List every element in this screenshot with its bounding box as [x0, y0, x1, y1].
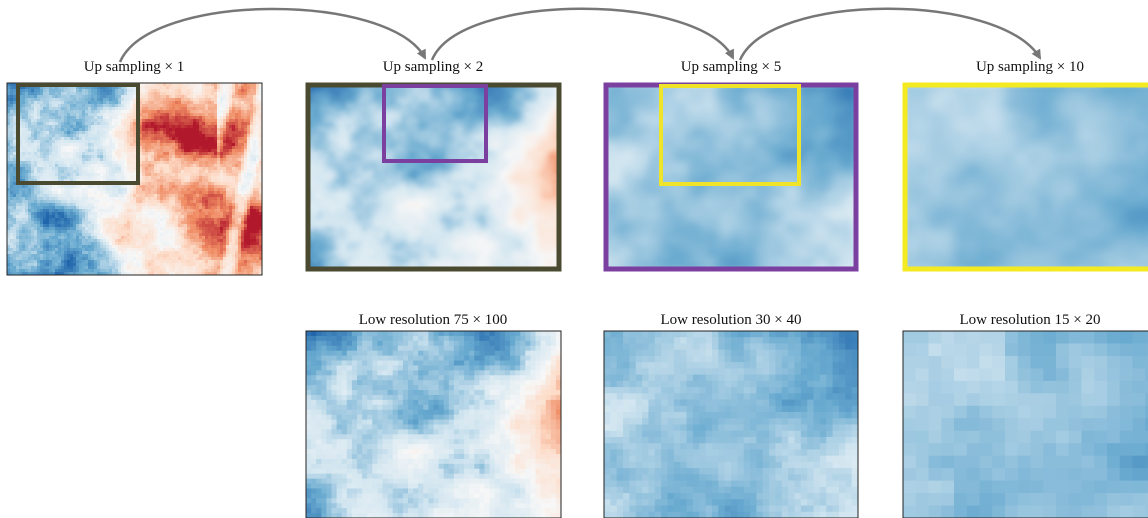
page: Up sampling × 1 Up sampling × 2 Up sampl…	[0, 0, 1148, 518]
arrow	[740, 9, 1040, 60]
arrow	[120, 9, 425, 62]
heatmap-image	[7, 83, 263, 276]
heatmaps	[7, 83, 1148, 518]
figure: Up sampling × 1 Up sampling × 2 Up sampl…	[0, 0, 1148, 518]
arrows	[120, 9, 1040, 62]
heatmap	[7, 83, 263, 276]
arrow	[432, 9, 733, 60]
